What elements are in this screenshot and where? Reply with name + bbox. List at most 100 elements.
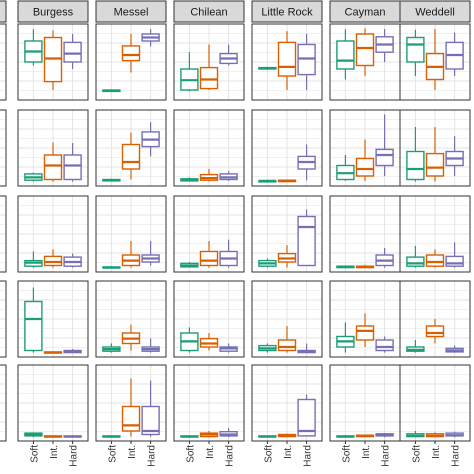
boxplot-int (121, 132, 141, 180)
panel-chilean-row-2 (173, 109, 245, 187)
boxplot-int (199, 44, 219, 90)
x-tick-labels: Soft Int. Hard Soft Int. Hard Soft Int. Hard Soft… (29, 441, 462, 467)
boxplot-int (277, 433, 297, 438)
boxplot-soft (24, 172, 43, 182)
x-tick-label-hard: Hard (225, 445, 236, 467)
boxplot-hard (297, 343, 316, 354)
panel-cayman-row-5 (329, 364, 401, 442)
x-tick-label-int: Int. (361, 445, 372, 459)
boxplot-hard (297, 144, 316, 181)
facet-strip-chilean (173, 0, 245, 23)
boxplot-int (355, 28, 375, 76)
panel-border (95, 23, 167, 101)
boxplot-hard (63, 34, 82, 69)
boxplot-int (43, 30, 63, 90)
boxplot-soft (180, 435, 199, 438)
boxplot-soft (258, 179, 277, 183)
box-iqr (121, 45, 141, 62)
boxplot-int (355, 434, 375, 438)
boxplot-soft (24, 432, 43, 438)
boxplot-int (199, 169, 219, 182)
boxplot-hard (141, 122, 160, 157)
boxplot-hard (141, 338, 160, 353)
box-iqr (425, 152, 445, 177)
panel-messel-row-3 (95, 195, 167, 273)
box-iqr (297, 215, 316, 267)
box-iqr (406, 256, 425, 267)
facet-strip-label: Messel (114, 7, 149, 19)
boxplot-int (277, 245, 297, 268)
box-iqr (336, 40, 355, 70)
panel-border (399, 195, 471, 273)
boxplot-hard (375, 248, 394, 268)
x-tick-label-hard: Hard (69, 445, 80, 467)
panel-little-rock-row-4 (251, 280, 323, 358)
panel-cayman-row-1 (329, 23, 401, 101)
boxplot-hard (297, 34, 316, 90)
panel-chilean-row-3 (173, 195, 245, 273)
boxplot-soft (102, 435, 121, 438)
boxplot-hard (219, 44, 238, 66)
x-tick-label-int: Int. (127, 445, 138, 459)
box-iqr (121, 405, 141, 432)
panel-border (251, 195, 323, 273)
panel-messel-row-4 (95, 280, 167, 358)
panel-border (251, 23, 323, 101)
boxplot-soft (336, 29, 355, 80)
panel-border (173, 23, 245, 101)
facet-strip-label: Little Rock (261, 7, 313, 19)
boxplot-int (43, 249, 63, 268)
panel-border (173, 195, 245, 273)
boxplot-hard (297, 394, 316, 437)
panel-cayman-row-4 (329, 280, 401, 358)
panel-g-row-5 (0, 364, 7, 442)
boxplot-int (277, 31, 297, 90)
panel-border (17, 195, 89, 273)
box-iqr (277, 41, 297, 77)
facet-strip-messel (95, 0, 167, 23)
boxplot-hard (375, 29, 394, 62)
facet-strip-burgess (17, 0, 89, 23)
panel-border (0, 280, 7, 358)
boxplot-int (121, 324, 141, 351)
panel-weddell-row-4 (399, 280, 471, 358)
panel-border (0, 195, 7, 273)
boxplot-int (355, 264, 375, 269)
x-tick-label-int: Int. (283, 445, 294, 459)
boxplot-int (425, 249, 445, 268)
box-iqr (63, 154, 82, 181)
boxplot-soft (336, 155, 355, 181)
boxplot-hard (219, 239, 238, 268)
boxplot-hard (219, 428, 238, 438)
box-iqr (445, 255, 464, 267)
panel-weddell-row-5 (399, 364, 471, 442)
box-iqr (406, 36, 425, 63)
panel-g-row-2 (0, 109, 7, 187)
boxplot-soft (258, 343, 277, 353)
boxplot-hard (63, 143, 82, 182)
box-iqr (43, 154, 63, 181)
x-tick-label-soft: Soft (185, 445, 196, 463)
x-tick-label-soft: Soft (411, 445, 422, 463)
panel-burgess-row-3 (17, 195, 89, 273)
box-iqr (425, 325, 445, 338)
boxplot-int (121, 241, 141, 268)
panel-border (0, 364, 7, 442)
panel-weddell-row-2 (399, 109, 471, 187)
panel-border (251, 109, 323, 187)
facet-strip-label: Burgess (33, 7, 74, 19)
panel-little-rock-row-5 (251, 364, 323, 442)
panel-border (399, 280, 471, 358)
facet-strip-g (0, 0, 7, 23)
panel-border (95, 195, 167, 273)
boxplot-soft (258, 435, 277, 438)
panel-g-row-1 (0, 23, 7, 101)
panel-border (399, 109, 471, 187)
boxplot-int (121, 378, 141, 437)
boxplot-soft (336, 435, 355, 438)
boxplot-soft (336, 322, 355, 353)
box-iqr (277, 339, 297, 352)
boxplot-soft (24, 251, 43, 268)
boxplot-hard (141, 380, 160, 437)
